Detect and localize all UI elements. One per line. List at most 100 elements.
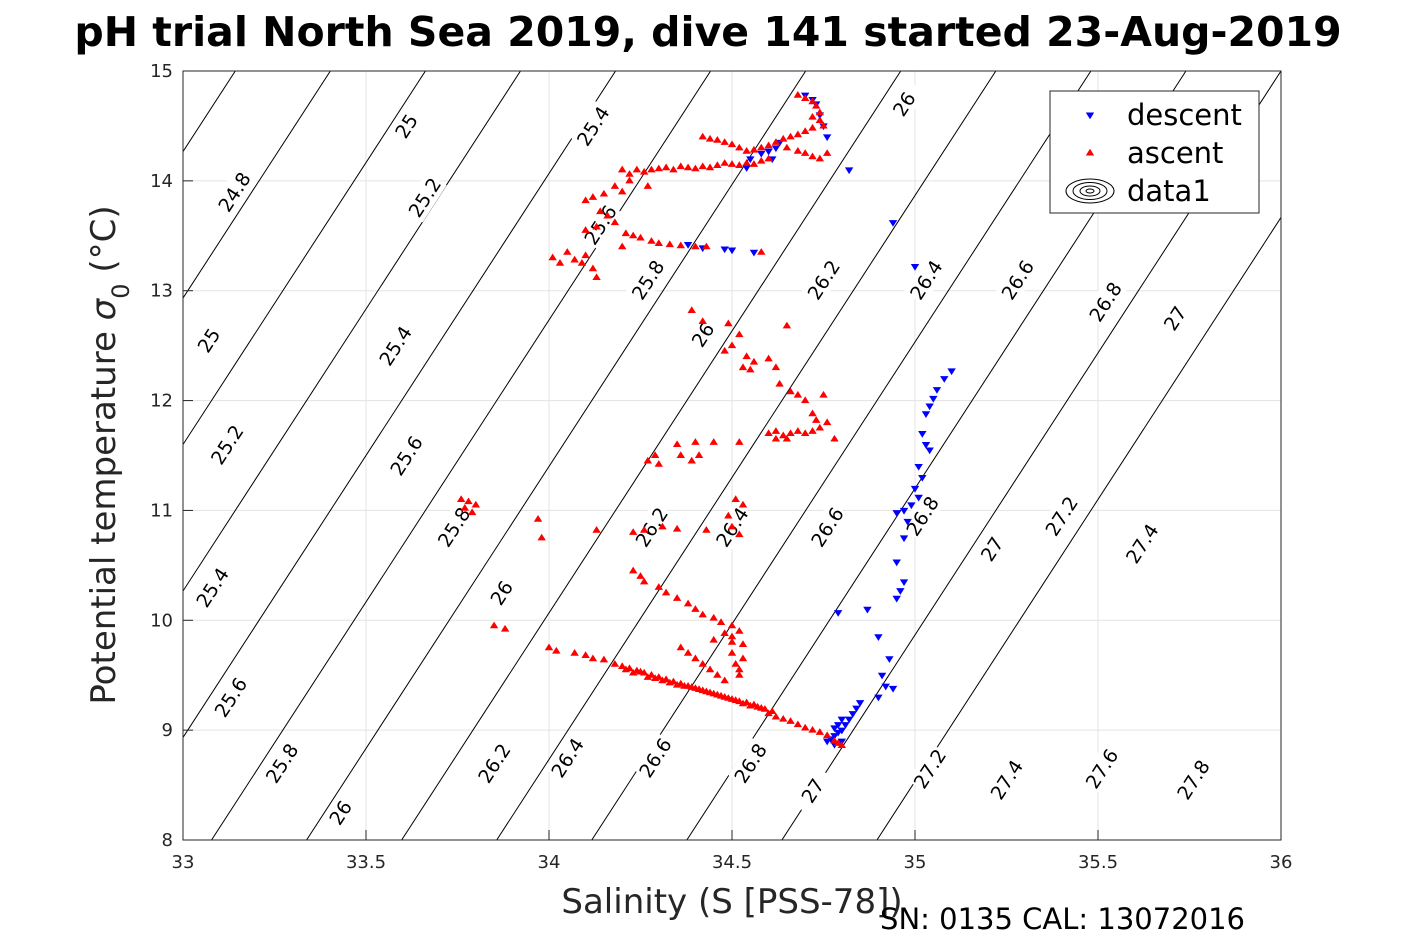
- descent-point: [841, 722, 850, 729]
- descent-point: [892, 510, 901, 517]
- descent-point: [822, 738, 832, 746]
- ascent-point: [735, 530, 744, 538]
- ascent-point: [793, 90, 803, 98]
- axis-ticks: 33 33.5 34 34.5 35 35.5 36 8 9 10 11 12 13 14 15: [150, 61, 1292, 873]
- contour-label-bg: [629, 501, 674, 552]
- y-tick-label: 13: [150, 281, 173, 302]
- ascent-point: [618, 242, 627, 250]
- ascent-point: [786, 429, 795, 437]
- ascent-point: [757, 143, 766, 151]
- descent-point: [892, 559, 901, 567]
- descent-point: [914, 494, 923, 502]
- ascent-point: [735, 161, 744, 168]
- ascent-point: [757, 156, 766, 164]
- ascent-point: [749, 145, 759, 153]
- ascent-point: [801, 94, 810, 101]
- ascent-point: [618, 662, 627, 669]
- x-tick-label: 34: [538, 852, 561, 873]
- ascent-point: [801, 149, 810, 156]
- ascent-point: [698, 162, 707, 170]
- y-tick-label: 11: [150, 500, 173, 521]
- ascent-point: [639, 526, 649, 533]
- ascent-point: [570, 255, 579, 263]
- ascent-point: [771, 138, 781, 145]
- ascent-point: [735, 627, 744, 634]
- ascent-point: [720, 346, 729, 354]
- ascent-point: [489, 621, 499, 629]
- ascent-point: [735, 438, 744, 445]
- y-tick-label: 9: [162, 720, 173, 741]
- ascent-point: [628, 668, 638, 676]
- ascent-point: [738, 640, 748, 647]
- ascent-point: [819, 121, 828, 129]
- ascent-point: [822, 731, 832, 739]
- isopycnal-line: [211, 71, 712, 840]
- ascent-point: [676, 451, 685, 459]
- descent-point: [918, 474, 927, 482]
- contour-label-bg: [900, 490, 945, 541]
- ascent-point: [669, 165, 678, 173]
- ascent-point: [709, 438, 718, 445]
- descent-point: [881, 683, 890, 691]
- ascent-point: [650, 451, 660, 459]
- ascent-point: [632, 165, 642, 173]
- ascent-point: [771, 427, 781, 434]
- descent-point: [903, 518, 912, 526]
- contour-label-bg: [472, 738, 517, 789]
- ascent-point: [643, 182, 653, 189]
- ascent-point: [672, 440, 682, 448]
- ascent-point: [467, 508, 477, 516]
- x-axis-label: Salinity (S [PSS-78]): [561, 882, 902, 922]
- contour-label-bg: [373, 320, 418, 371]
- ascent-point: [691, 605, 700, 612]
- legend-label-ascent: ascent: [1127, 136, 1223, 170]
- ascent-point: [746, 701, 755, 709]
- ascent-point: [811, 101, 821, 109]
- ascent-point: [720, 138, 729, 145]
- legend-label-descent: descent: [1127, 98, 1242, 132]
- ascent-point: [596, 207, 605, 215]
- ascent-point: [691, 654, 700, 662]
- ascent-point: [636, 233, 645, 241]
- ascent-point: [533, 515, 543, 522]
- ascent-point: [705, 134, 715, 142]
- series-ascent: [456, 90, 846, 749]
- ascent-point: [724, 694, 733, 701]
- ascent-point: [610, 182, 620, 189]
- contour-label-bg: [479, 567, 524, 618]
- ascent-point: [738, 654, 748, 662]
- ascent-point: [727, 160, 737, 167]
- contour-label-bg: [680, 309, 725, 360]
- ascent-point: [742, 159, 751, 166]
- ascent-point: [720, 159, 729, 166]
- descent-point: [848, 711, 857, 718]
- contour-label-bg: [1119, 518, 1164, 569]
- isopycnal-line: [183, 71, 331, 299]
- ascent-point: [815, 423, 825, 431]
- contour-label-bg: [633, 732, 678, 783]
- ascent-point: [822, 418, 832, 426]
- y-axis-label-subscript: 0: [107, 283, 135, 298]
- contour-label-bg: [1039, 490, 1084, 541]
- ascent-point: [801, 127, 810, 134]
- ascent-point: [694, 451, 704, 459]
- ascent-point: [618, 187, 627, 195]
- y-tick-label: 10: [150, 610, 173, 631]
- ascent-point: [749, 357, 759, 365]
- ascent-point: [643, 673, 653, 680]
- ascent-point: [801, 396, 810, 404]
- y-tick-label: 12: [150, 391, 173, 412]
- ascent-point: [757, 248, 766, 255]
- ascent-point: [786, 387, 795, 395]
- x-tick-label: 36: [1270, 852, 1293, 873]
- descent-point: [910, 485, 920, 493]
- isopycnal-line: [183, 71, 426, 446]
- ascent-point: [808, 97, 817, 105]
- descent-point: [757, 150, 766, 158]
- ascent-point: [687, 306, 696, 314]
- ascent-point: [727, 638, 737, 645]
- ascent-point: [837, 741, 846, 749]
- contour-label-bg: [1079, 743, 1124, 794]
- ascent-point: [727, 649, 737, 656]
